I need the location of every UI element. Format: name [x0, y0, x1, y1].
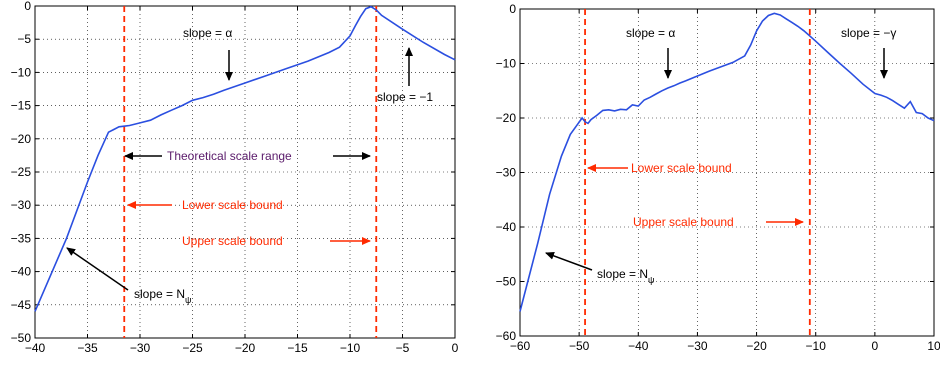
left-chart-bounds [123, 6, 378, 338]
left-chart: −40 −35 −30 −25 −20 −15 −10 −5 00−5−10−15−20−25−… [11, 0, 459, 355]
right-slope-alpha-label: slope = α [626, 26, 675, 40]
left-x-tick-label: −15 [287, 341, 308, 355]
left-slope-n-subscript: ψ [185, 295, 191, 305]
right-y-tick-label: −60 [496, 329, 517, 343]
right-chart-annotations: slope = α slope = −γ Lower scale bound U… [545, 26, 896, 285]
right-y-tick-label: −30 [496, 166, 517, 180]
right-y-tick-label: −40 [496, 220, 517, 234]
left-y-tick-label: −5 [17, 32, 31, 46]
right-slope-n-label: slope = Nψ [597, 267, 654, 285]
left-chart-annotations: slope = α slope = −1 Theoretical scale r… [66, 26, 433, 305]
left-y-tick-label: 0 [24, 0, 31, 13]
left-y-tick-label: −40 [11, 265, 32, 279]
left-slope-neg1-label: slope = −1 [377, 90, 433, 104]
right-x-tick-label: 0 [872, 339, 879, 353]
left-y-tick-label: −15 [11, 99, 32, 113]
right-chart: −60 −50 −40 −30 −20 −10 0 100−10−20−30−40−50−60… [496, 2, 940, 353]
right-slope-n-text: slope = N [597, 267, 648, 281]
right-x-tick-label: −40 [628, 339, 649, 353]
left-x-tick-label: −20 [235, 341, 256, 355]
left-slope-alpha-label: slope = α [183, 26, 232, 40]
left-y-tick-label: −30 [11, 198, 32, 212]
right-y-tick-label: −20 [496, 111, 517, 125]
right-lower-bound-label: Lower scale bound [631, 161, 732, 175]
left-x-tick-label: −10 [340, 341, 361, 355]
right-upper-bound-label: Upper scale bound [633, 215, 734, 229]
left-x-tick-label: −35 [77, 341, 98, 355]
right-x-tick-label: −20 [746, 339, 767, 353]
right-x-tick-label: −60 [510, 339, 531, 353]
right-slope-gamma-label: slope = −γ [841, 26, 896, 40]
right-x-tick-label: 10 [927, 339, 940, 353]
right-y-tick-label: −10 [496, 57, 517, 71]
right-x-tick-label: −10 [806, 339, 827, 353]
left-x-tick-label: 0 [452, 341, 459, 355]
left-slope-n-label: slope = Nψ [134, 287, 191, 305]
left-y-tick-label: −20 [11, 132, 32, 146]
left-x-tick-label: −5 [396, 341, 410, 355]
right-x-tick-label: −30 [687, 339, 708, 353]
left-y-tick-label: −25 [11, 165, 32, 179]
right-chart-grid [520, 9, 934, 336]
left-slope-n-text: slope = N [134, 287, 185, 301]
left-x-tick-label: −40 [25, 341, 46, 355]
left-slope-n-arrow [66, 247, 129, 291]
right-chart-bounds [584, 9, 811, 336]
left-y-tick-label: −50 [11, 331, 32, 345]
left-chart-ticks: −40 −35 −30 −25 −20 −15 −10 −5 00−5−10−15−20−25−… [11, 0, 459, 355]
left-x-tick-label: −25 [182, 341, 203, 355]
left-chart-grid [35, 6, 455, 338]
right-slope-n-subscript: ψ [648, 275, 654, 285]
left-x-tick-label: −30 [130, 341, 151, 355]
right-y-tick-label: 0 [509, 2, 516, 16]
left-y-tick-label: −10 [11, 65, 32, 79]
left-upper-bound-label: Upper scale bound [182, 234, 283, 248]
left-chart-series-line [34, 5, 456, 312]
left-y-tick-label: −35 [11, 231, 32, 245]
right-slope-n-arrow [545, 252, 593, 271]
right-y-tick-label: −50 [496, 275, 517, 289]
left-lower-bound-label: Lower scale bound [182, 198, 283, 212]
left-theoretical-range-label: Theoretical scale range [167, 149, 292, 163]
left-y-tick-label: −45 [11, 298, 32, 312]
right-chart-ticks: −60 −50 −40 −30 −20 −10 0 10 0 −10 −20 −30 −40 −50 −60 [496, 2, 940, 353]
right-x-tick-label: −50 [569, 339, 590, 353]
right-chart-series-line [519, 12, 935, 312]
